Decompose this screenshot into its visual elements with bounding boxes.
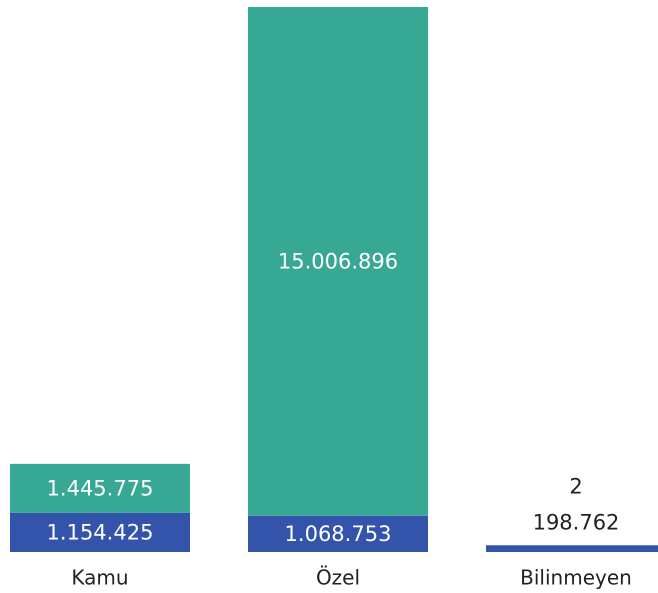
data-label-bilinmeyen-series-1: 198.762 bbox=[533, 510, 620, 534]
bar-özel-series-2 bbox=[248, 7, 428, 516]
category-label-bilinmeyen: Bilinmeyen bbox=[520, 566, 632, 590]
bar-kamu-series-2 bbox=[10, 463, 190, 513]
data-label-kamu-series-1: 1.154.425 bbox=[47, 520, 154, 544]
data-label-bilinmeyen-series-2: 2 bbox=[569, 474, 582, 498]
data-label-özel-series-1: 1.068.753 bbox=[285, 522, 392, 546]
bar-özel-series-1 bbox=[248, 515, 428, 552]
data-label-kamu-series-2: 1.445.775 bbox=[47, 476, 154, 500]
bar-kamu-series-1 bbox=[10, 512, 190, 552]
category-label-kamu: Kamu bbox=[71, 566, 128, 590]
data-label-özel-series-2: 15.006.896 bbox=[278, 249, 398, 273]
category-label-özel: Özel bbox=[316, 566, 360, 590]
bar-bilinmeyen-series-1 bbox=[486, 545, 658, 552]
